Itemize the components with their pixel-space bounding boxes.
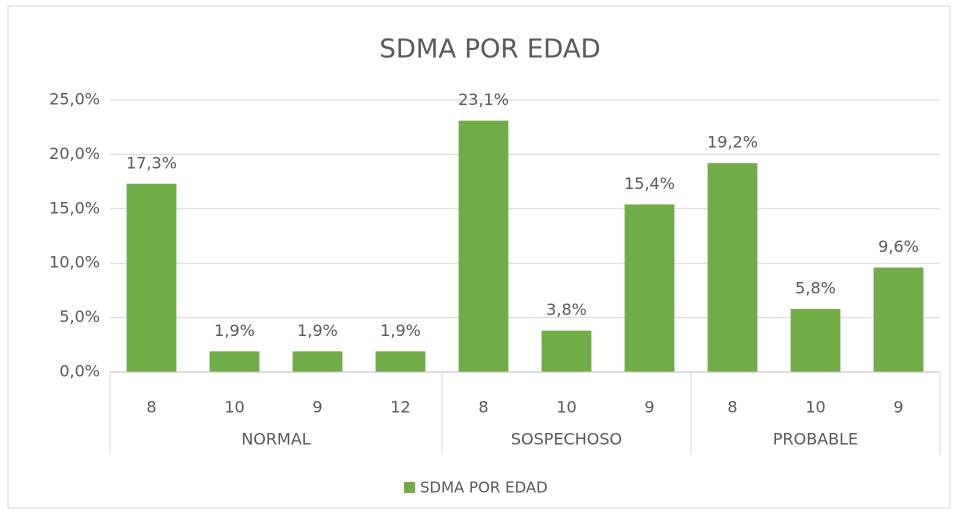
group-label: PROBABLE [773,430,858,449]
y-tick-label: 15,0% [49,198,100,217]
bar [209,351,260,372]
group-label: SOSPECHOSO [511,430,622,449]
y-tick-label: 5,0% [59,307,100,326]
data-label: 3,8% [546,300,587,319]
bar [292,351,343,372]
x-tick-label: 8 [146,398,156,417]
x-tick-label: 8 [478,398,488,417]
x-tick-label: 9 [644,398,654,417]
x-tick-label: 8 [727,398,737,417]
x-tick-label: 10 [805,398,825,417]
data-label: 1,9% [297,321,338,340]
bar [624,204,675,372]
bar [126,183,177,372]
chart-title: SDMA POR EDAD [379,35,600,65]
bar [707,163,758,372]
bar [790,308,841,372]
data-label: 1,9% [214,321,255,340]
y-tick-label: 0,0% [59,362,100,381]
legend-swatch [404,482,415,493]
data-label: 5,8% [795,278,836,297]
data-label: 15,4% [624,174,675,193]
data-label: 17,3% [126,153,177,172]
data-label: 1,9% [380,321,421,340]
bar [873,267,924,372]
x-tick-label: 9 [893,398,903,417]
x-tick-label: 10 [224,398,244,417]
bar [375,351,426,372]
bar [458,120,509,372]
data-label: 23,1% [458,90,509,109]
bar [541,330,592,372]
legend-label: SDMA POR EDAD [420,479,548,497]
x-tick-label: 10 [556,398,576,417]
data-label: 9,6% [878,237,919,256]
x-tick-label: 9 [312,398,322,417]
x-tick-label: 12 [390,398,410,417]
y-tick-label: 10,0% [49,253,100,272]
y-tick-label: 20,0% [49,144,100,163]
data-label: 19,2% [707,133,758,152]
group-label: NORMAL [241,430,310,449]
y-tick-label: 25,0% [49,90,100,109]
